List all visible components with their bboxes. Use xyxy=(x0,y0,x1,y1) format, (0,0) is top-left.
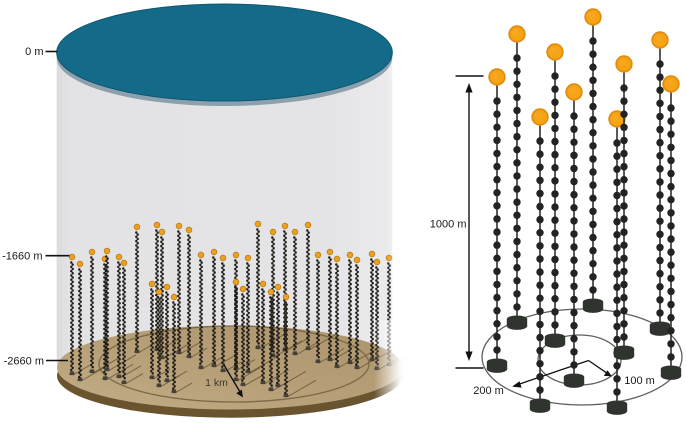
svg-text:-1660 m: -1660 m xyxy=(2,251,42,263)
svg-text:100 m: 100 m xyxy=(624,375,655,387)
svg-text:200 m: 200 m xyxy=(473,385,504,397)
svg-text:-2660 m: -2660 m xyxy=(4,355,44,367)
svg-text:1000 m: 1000 m xyxy=(430,218,467,230)
svg-text:1 km: 1 km xyxy=(205,377,228,389)
svg-text:0 m: 0 m xyxy=(25,46,43,58)
